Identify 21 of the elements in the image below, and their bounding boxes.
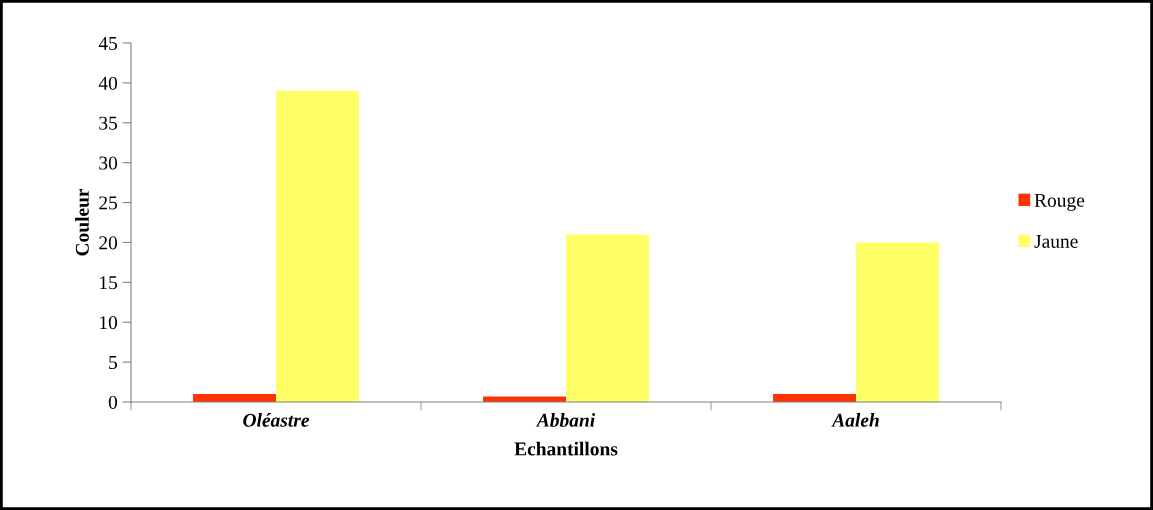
y-tick-label: 45 <box>98 36 118 50</box>
y-axis-title: Couleur <box>75 188 89 256</box>
x-tick-label: Oléastre <box>243 413 310 427</box>
legend-label: Rouge <box>1034 193 1085 211</box>
bar <box>566 234 649 402</box>
legend-label: Jaune <box>1034 234 1078 248</box>
y-tick-label: 35 <box>99 116 118 130</box>
y-tick-label: 20 <box>99 236 118 250</box>
bar <box>276 90 359 402</box>
bar <box>483 396 566 402</box>
y-tick-label: 25 <box>99 196 118 210</box>
y-tick-label: 5 <box>109 356 118 370</box>
y-tick-label: 40 <box>98 76 118 90</box>
x-axis-title: Echantillons <box>514 441 618 456</box>
bar <box>856 242 939 402</box>
y-tick-label: 30 <box>99 156 118 170</box>
y-tick-label: 10 <box>100 316 118 330</box>
y-tick-label: 0 <box>108 395 118 409</box>
y-tick-label: 15 <box>100 276 118 290</box>
x-tick-label: Aaleh <box>831 413 879 427</box>
x-tick-label: Abbani <box>535 413 596 427</box>
